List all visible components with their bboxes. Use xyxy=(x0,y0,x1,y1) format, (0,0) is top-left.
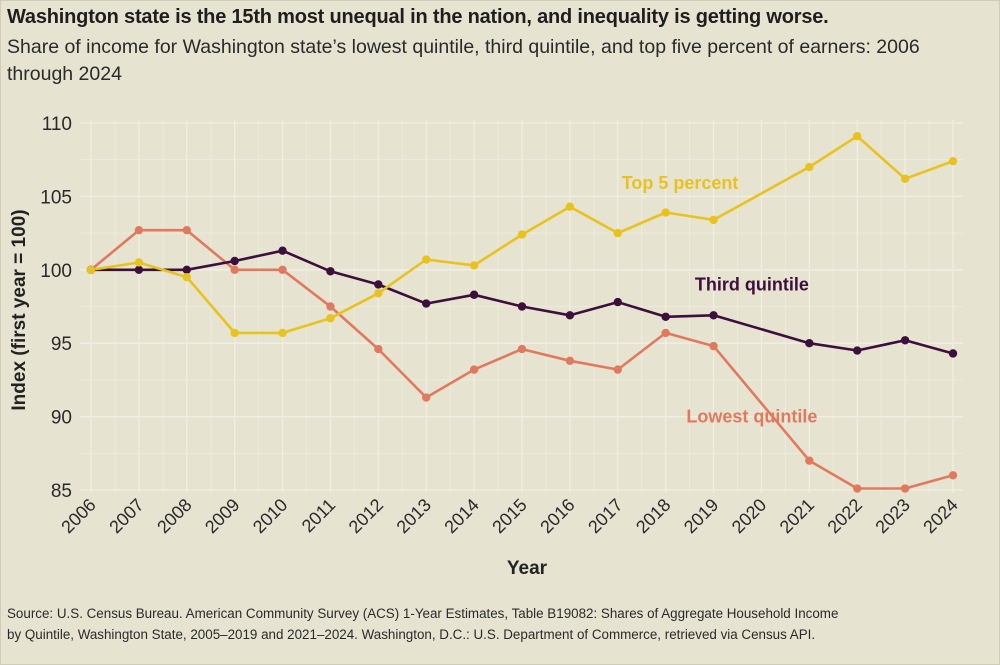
source-note: Source: U.S. Census Bureau. American Com… xyxy=(7,603,1000,645)
x-tick-label: 2024 xyxy=(919,495,961,537)
y-tick-label: 105 xyxy=(40,187,72,208)
data-point-third-quintile xyxy=(853,346,862,355)
data-point-lowest-quintile xyxy=(948,471,958,480)
series-label-lowest-quintile: Lowest quintile xyxy=(686,406,817,426)
x-tick-label: 2007 xyxy=(105,495,147,537)
data-point-top-5-percent xyxy=(805,162,814,172)
y-tick-label: 85 xyxy=(51,481,72,502)
x-axis-ticks: 2006 2007 2008 2009 2010 2011 2012 2013 2014 2015… xyxy=(57,495,961,537)
data-point-third-quintile xyxy=(613,297,622,307)
x-tick-label: 2022 xyxy=(824,495,866,537)
x-tick-label: 2020 xyxy=(728,495,770,537)
y-axis-label: Index (first year = 100) xyxy=(9,209,30,410)
data-point-top-5-percent xyxy=(948,156,958,166)
data-point-lowest-quintile xyxy=(709,341,718,351)
x-tick-label: 2023 xyxy=(871,495,913,537)
data-point-lowest-quintile xyxy=(661,328,670,338)
data-point-top-5-percent xyxy=(709,215,718,225)
data-point-third-quintile xyxy=(182,265,191,274)
series-label-top-5-percent: Top 5 percent xyxy=(622,173,739,193)
x-tick-label: 2017 xyxy=(584,495,626,537)
x-tick-label: 2016 xyxy=(536,495,578,537)
x-axis-label: Year xyxy=(507,558,548,579)
data-point-lowest-quintile xyxy=(469,365,479,374)
y-tick-label: 95 xyxy=(51,334,72,355)
data-point-top-5-percent xyxy=(469,261,479,270)
data-point-third-quintile xyxy=(278,246,287,255)
data-point-third-quintile xyxy=(900,336,910,345)
data-point-third-quintile xyxy=(374,280,383,289)
data-point-lowest-quintile xyxy=(326,302,335,311)
data-point-top-5-percent xyxy=(661,208,670,217)
x-tick-label: 2008 xyxy=(153,495,195,537)
data-point-third-quintile xyxy=(134,265,144,274)
data-point-third-quintile xyxy=(948,349,958,358)
x-tick-label: 2015 xyxy=(488,495,530,537)
series-labels: Lowest quintile Third quintile Top 5 perce… xyxy=(622,173,818,426)
data-point-lowest-quintile xyxy=(853,484,862,493)
data-point-lowest-quintile xyxy=(278,265,287,274)
x-tick-label: 2010 xyxy=(249,495,291,537)
data-point-third-quintile xyxy=(565,311,575,320)
x-tick-label: 2009 xyxy=(201,495,243,537)
data-point-third-quintile xyxy=(709,311,718,320)
series-lines xyxy=(89,134,955,490)
data-point-top-5-percent xyxy=(326,314,335,323)
data-point-third-quintile xyxy=(469,290,479,299)
series-points xyxy=(86,132,958,493)
x-tick-label: 2018 xyxy=(632,495,674,537)
data-point-third-quintile xyxy=(422,299,431,308)
data-point-lowest-quintile xyxy=(805,456,814,465)
series-line-third-quintile xyxy=(89,249,955,355)
data-point-lowest-quintile xyxy=(517,344,527,354)
data-point-top-5-percent xyxy=(182,272,191,282)
y-tick-label: 90 xyxy=(51,408,72,429)
data-point-lowest-quintile xyxy=(900,484,910,493)
data-point-lowest-quintile xyxy=(374,344,383,354)
data-point-third-quintile xyxy=(805,339,814,348)
data-point-top-5-percent xyxy=(374,289,383,298)
data-point-top-5-percent xyxy=(422,255,431,264)
data-point-top-5-percent xyxy=(134,258,144,267)
data-point-lowest-quintile xyxy=(422,393,431,402)
data-point-top-5-percent xyxy=(613,228,622,238)
y-tick-label: 110 xyxy=(42,114,72,135)
series-line-top-5-percent xyxy=(89,134,955,335)
data-point-top-5-percent xyxy=(900,174,910,183)
data-point-third-quintile xyxy=(517,302,527,311)
y-axis-ticks: 85 90 95 100 105 110 xyxy=(40,114,72,502)
data-point-lowest-quintile xyxy=(182,225,191,235)
chart-subtitle: Share of income for Washington state’s l… xyxy=(7,36,920,85)
x-tick-label: 2012 xyxy=(345,495,387,537)
source-line-1: Source: U.S. Census Bureau. American Com… xyxy=(7,606,839,621)
data-point-top-5-percent xyxy=(278,328,287,338)
series-label-third-quintile: Third quintile xyxy=(695,274,809,294)
data-point-lowest-quintile xyxy=(230,265,239,274)
x-tick-label: 2021 xyxy=(776,495,818,537)
x-tick-label: 2019 xyxy=(680,495,722,537)
data-point-lowest-quintile xyxy=(134,225,144,235)
x-tick-label: 2014 xyxy=(440,495,482,537)
chart-title: Washington state is the 15th most unequa… xyxy=(7,6,829,28)
y-tick-label: 100 xyxy=(40,261,72,282)
data-point-top-5-percent xyxy=(86,265,96,274)
data-point-lowest-quintile xyxy=(613,365,622,374)
x-tick-label: 2013 xyxy=(393,495,435,537)
data-point-top-5-percent xyxy=(517,230,527,239)
data-point-top-5-percent xyxy=(853,132,862,141)
data-point-top-5-percent xyxy=(565,202,575,211)
data-point-third-quintile xyxy=(326,267,335,276)
source-line-2: by Quintile, Washington State, 2005–2019… xyxy=(7,627,816,642)
x-tick-label: 2011 xyxy=(298,495,340,537)
data-point-top-5-percent xyxy=(230,328,239,338)
data-point-third-quintile xyxy=(661,312,670,321)
data-point-third-quintile xyxy=(230,256,239,266)
data-point-lowest-quintile xyxy=(565,356,575,366)
